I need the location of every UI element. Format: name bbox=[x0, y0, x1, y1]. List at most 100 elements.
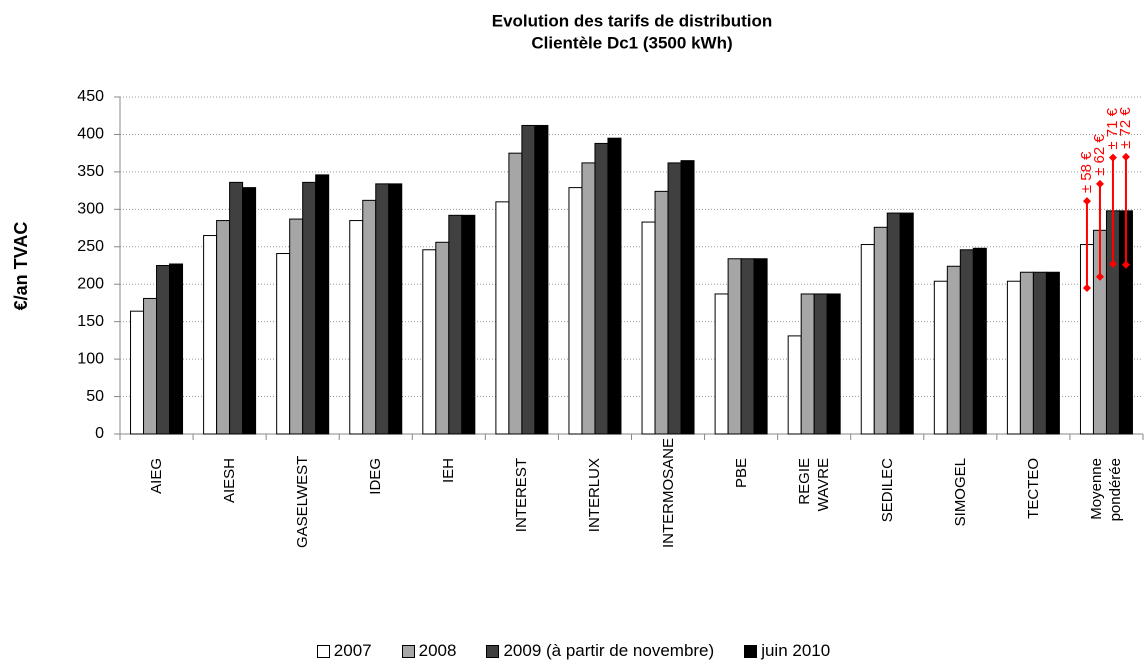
bar bbox=[508, 152, 523, 435]
x-tick-label: Moyenne pondérée bbox=[1088, 458, 1125, 522]
bar bbox=[203, 235, 218, 435]
bar bbox=[143, 297, 158, 435]
bar bbox=[1045, 271, 1060, 435]
bar bbox=[289, 218, 304, 435]
legend-item: 2009 (à partir de novembre) bbox=[486, 641, 714, 661]
bar bbox=[899, 212, 914, 435]
bar bbox=[959, 249, 974, 435]
bar bbox=[727, 258, 742, 435]
bar bbox=[495, 201, 510, 435]
bar bbox=[594, 142, 609, 435]
bar bbox=[461, 214, 476, 435]
bar bbox=[349, 220, 364, 435]
y-tick-label: 300 bbox=[77, 201, 104, 218]
error-cap bbox=[1082, 283, 1091, 292]
error-cap bbox=[1121, 152, 1130, 161]
bar bbox=[680, 160, 695, 435]
bar bbox=[581, 162, 596, 435]
x-tick-label: SEDILEC bbox=[878, 458, 896, 523]
error-label: ± 58 € bbox=[1078, 151, 1095, 193]
error-label: ± 62 € bbox=[1091, 134, 1108, 176]
bar bbox=[946, 265, 961, 435]
bar bbox=[654, 190, 669, 435]
chart-subtitle: Clientèle Dc1 (3500 kWh) bbox=[531, 33, 732, 52]
error-cap bbox=[1108, 153, 1117, 162]
bar bbox=[787, 335, 802, 435]
x-tick-label: PBE bbox=[732, 458, 750, 489]
bar bbox=[641, 221, 656, 435]
bar bbox=[169, 263, 184, 435]
y-tick-label: 450 bbox=[77, 88, 104, 105]
bar bbox=[714, 293, 729, 435]
legend-item: juin 2010 bbox=[744, 641, 830, 661]
legend-label: 2009 (à partir de novembre) bbox=[503, 641, 715, 660]
x-tick-label: INTERMOSANE bbox=[659, 437, 677, 548]
x-tick-label: SIMOGEL bbox=[951, 458, 969, 527]
legend-swatch bbox=[316, 644, 330, 658]
y-tick-label: 200 bbox=[77, 275, 104, 292]
bar bbox=[1032, 271, 1047, 435]
bar bbox=[607, 137, 622, 435]
error-cap bbox=[1121, 260, 1130, 269]
bar bbox=[229, 181, 244, 435]
bar bbox=[972, 247, 987, 435]
error-cap bbox=[1095, 179, 1104, 188]
x-tick-label: AIEG bbox=[148, 458, 166, 494]
bar bbox=[800, 293, 815, 435]
y-axis-label: €/an TVAC bbox=[11, 222, 31, 311]
bar bbox=[435, 241, 450, 435]
bar bbox=[534, 124, 549, 435]
bar bbox=[156, 265, 171, 435]
legend-label: 2007 bbox=[333, 641, 372, 660]
error-cap bbox=[1095, 272, 1104, 281]
x-tick-label: IEH bbox=[440, 458, 458, 484]
bar bbox=[216, 220, 231, 435]
bar bbox=[740, 258, 755, 435]
bar bbox=[375, 183, 390, 435]
bar bbox=[826, 293, 841, 435]
bar bbox=[933, 280, 948, 435]
y-tick-label: 0 bbox=[95, 425, 104, 442]
y-tick-label: 100 bbox=[77, 350, 104, 367]
y-tick-label: 150 bbox=[77, 313, 104, 330]
x-tick-label: REGIE WAVRE bbox=[796, 458, 833, 512]
bar bbox=[422, 249, 437, 435]
legend-label: 2008 bbox=[418, 641, 457, 660]
bar bbox=[242, 187, 257, 435]
legend: 2007 2008 2009 (à partir de novembre) juin … bbox=[0, 641, 1147, 661]
x-tick-label: GASELWEST bbox=[294, 455, 312, 548]
y-tick-label: 50 bbox=[86, 388, 104, 405]
chart-title: Evolution des tarifs de distribution bbox=[492, 11, 773, 30]
legend-item: 2008 bbox=[401, 641, 457, 661]
bar bbox=[860, 244, 875, 435]
y-tick-label: 350 bbox=[77, 163, 104, 180]
x-tick-label: TECTEO bbox=[1024, 458, 1042, 519]
legend-swatch bbox=[486, 644, 500, 658]
x-tick-label: INTEREST bbox=[513, 458, 531, 533]
y-tick-label: 400 bbox=[77, 126, 104, 143]
bar bbox=[873, 226, 888, 435]
error-cap bbox=[1082, 197, 1091, 206]
error-label: ± 72 € bbox=[1117, 107, 1134, 149]
bar bbox=[813, 293, 828, 435]
bar bbox=[388, 183, 403, 435]
bar bbox=[667, 162, 682, 435]
bar bbox=[448, 214, 463, 435]
error-cap bbox=[1108, 260, 1117, 269]
bar bbox=[521, 124, 536, 435]
bar bbox=[276, 253, 291, 435]
bar bbox=[753, 258, 768, 435]
legend-swatch bbox=[744, 644, 758, 658]
bar bbox=[362, 199, 377, 435]
error-label: ± 71 € bbox=[1104, 107, 1121, 149]
x-tick-label: AIESH bbox=[221, 458, 239, 504]
y-tick-label: 250 bbox=[77, 238, 104, 255]
x-tick-label: IDEG bbox=[367, 458, 385, 495]
bar bbox=[568, 187, 583, 435]
bar bbox=[130, 310, 145, 435]
bar bbox=[1006, 280, 1021, 435]
legend-swatch bbox=[401, 644, 415, 658]
legend-item: 2007 bbox=[316, 641, 372, 661]
